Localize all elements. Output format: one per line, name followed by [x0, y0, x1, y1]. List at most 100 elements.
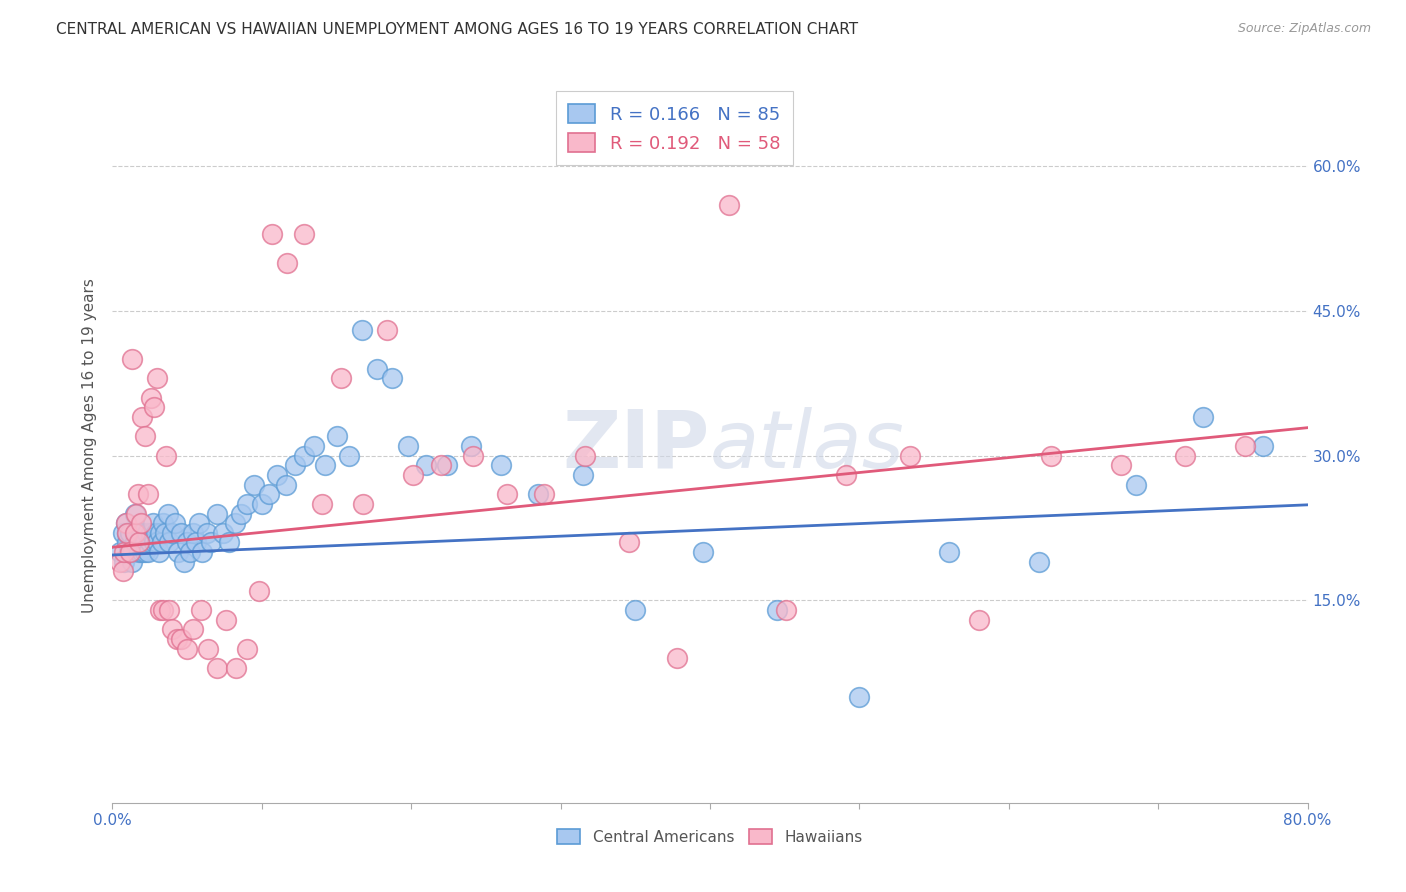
Point	[148, 545, 170, 559]
Y-axis label: Unemployment Among Ages 16 to 19 years: Unemployment Among Ages 16 to 19 years	[82, 278, 97, 614]
Point	[108, 555, 131, 569]
Point	[162, 525, 183, 540]
Point	[157, 535, 180, 549]
Point	[146, 535, 169, 549]
Point	[1174, 449, 1197, 463]
Point	[129, 525, 152, 540]
Point	[460, 439, 482, 453]
Point	[229, 507, 252, 521]
Point	[415, 458, 437, 473]
Point	[489, 458, 512, 473]
Point	[139, 535, 162, 549]
Point	[125, 525, 148, 540]
Point	[149, 525, 172, 540]
Point	[236, 641, 259, 656]
Point	[166, 632, 188, 646]
Point	[127, 535, 149, 549]
Point	[150, 535, 173, 549]
Point	[170, 632, 193, 646]
Point	[167, 545, 190, 559]
Point	[212, 525, 235, 540]
Point	[1028, 555, 1050, 569]
Point	[115, 516, 138, 530]
Point	[121, 555, 143, 569]
Point	[121, 545, 143, 559]
Text: atlas: atlas	[710, 407, 905, 485]
Point	[128, 545, 150, 559]
Point	[225, 661, 247, 675]
Point	[292, 449, 315, 463]
Point	[766, 603, 789, 617]
Point	[181, 622, 204, 636]
Point	[120, 525, 142, 540]
Point	[152, 603, 174, 617]
Point	[205, 661, 228, 675]
Point	[1125, 477, 1147, 491]
Point	[533, 487, 555, 501]
Point	[224, 516, 246, 530]
Point	[176, 641, 198, 656]
Point	[131, 525, 153, 540]
Point	[325, 429, 347, 443]
Point	[266, 467, 288, 482]
Point	[402, 467, 425, 482]
Point	[574, 449, 596, 463]
Point	[170, 525, 193, 540]
Point	[188, 516, 211, 530]
Text: Source: ZipAtlas.com: Source: ZipAtlas.com	[1237, 22, 1371, 36]
Point	[179, 545, 201, 559]
Point	[692, 545, 714, 559]
Point	[262, 227, 284, 241]
Point	[157, 603, 180, 617]
Point	[967, 613, 990, 627]
Point	[259, 487, 281, 501]
Point	[496, 487, 519, 501]
Point	[143, 401, 166, 415]
Point	[1251, 439, 1274, 453]
Point	[247, 583, 270, 598]
Point	[124, 507, 146, 521]
Point	[938, 545, 960, 559]
Point	[250, 497, 273, 511]
Point	[337, 449, 360, 463]
Point	[330, 371, 353, 385]
Point	[311, 497, 333, 511]
Point	[108, 545, 131, 559]
Point	[111, 525, 134, 540]
Point	[121, 352, 143, 367]
Point	[381, 371, 404, 385]
Point	[292, 227, 315, 241]
Point	[156, 507, 179, 521]
Point	[125, 507, 148, 521]
Point	[131, 410, 153, 425]
Point	[848, 690, 870, 704]
Point	[153, 525, 176, 540]
Point	[129, 516, 152, 530]
Point	[155, 449, 177, 463]
Point	[350, 323, 373, 337]
Point	[181, 525, 204, 540]
Point	[197, 641, 219, 656]
Point	[1233, 439, 1256, 453]
Point	[131, 545, 153, 559]
Point	[117, 535, 139, 549]
Point	[114, 545, 135, 559]
Point	[111, 565, 134, 579]
Point	[274, 477, 297, 491]
Point	[135, 525, 157, 540]
Point	[396, 439, 419, 453]
Point	[124, 525, 146, 540]
Point	[186, 535, 208, 549]
Point	[436, 458, 458, 473]
Point	[165, 516, 187, 530]
Point	[128, 535, 150, 549]
Point	[162, 622, 183, 636]
Point	[218, 535, 240, 549]
Point	[1039, 449, 1062, 463]
Point	[124, 535, 146, 549]
Point	[132, 535, 155, 549]
Point	[142, 516, 165, 530]
Point	[117, 525, 139, 540]
Point	[718, 198, 741, 212]
Point	[366, 362, 388, 376]
